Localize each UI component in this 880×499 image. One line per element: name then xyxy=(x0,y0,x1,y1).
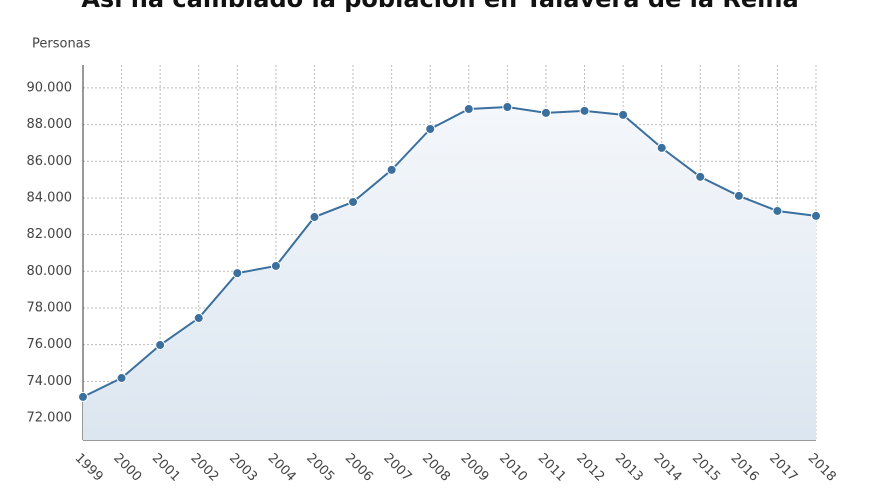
x-tick-label: 2010 xyxy=(496,451,530,485)
y-tick-label: 74.000 xyxy=(27,374,73,389)
point xyxy=(811,210,821,221)
point xyxy=(116,373,127,384)
point xyxy=(463,104,474,115)
x-tick-label: 2000 xyxy=(110,451,144,485)
point xyxy=(386,164,397,175)
x-tick-label: 2014 xyxy=(650,451,684,485)
y-tick-label: 80.000 xyxy=(27,264,73,279)
point xyxy=(772,205,783,216)
chart-title: Así ha cambiado la población en Talavera… xyxy=(81,0,798,13)
y-tick-label: 86.000 xyxy=(27,154,73,169)
point xyxy=(656,142,667,153)
y-tick-label: 78.000 xyxy=(27,300,73,315)
point xyxy=(232,268,243,279)
x-tick-label: 2006 xyxy=(342,451,376,485)
point xyxy=(502,101,513,112)
point xyxy=(618,109,629,120)
point xyxy=(540,107,551,118)
x-tick-label: 2011 xyxy=(535,451,569,485)
x-tick-label: 2008 xyxy=(419,451,453,485)
x-tick-label: 2018 xyxy=(805,451,839,485)
point xyxy=(309,212,320,223)
x-tick-label: 2017 xyxy=(766,451,800,485)
y-axis-label: Personas xyxy=(32,37,91,52)
x-tick-label: 2016 xyxy=(728,451,762,485)
x-tick-label: 2015 xyxy=(689,451,723,485)
x-tick-label: 1999 xyxy=(72,451,106,485)
point xyxy=(270,260,281,271)
point xyxy=(733,190,744,201)
y-tick-label: 72.000 xyxy=(27,410,73,425)
point xyxy=(695,171,706,182)
y-tick-label: 76.000 xyxy=(27,337,73,352)
x-tick-label: 2004 xyxy=(265,451,299,485)
point xyxy=(155,340,166,351)
line xyxy=(82,105,817,398)
point xyxy=(579,105,590,116)
y-tick-label: 82.000 xyxy=(27,227,73,242)
y-tick-label: 88.000 xyxy=(27,117,73,132)
area xyxy=(83,106,816,440)
x-tick-label: 2012 xyxy=(573,451,607,485)
point xyxy=(425,123,436,134)
x-tick-label: 2013 xyxy=(612,451,646,485)
point xyxy=(348,196,359,207)
x-tick-label: 2002 xyxy=(187,451,221,485)
x-tick-label: 2003 xyxy=(226,451,260,485)
x-tick-label: 2001 xyxy=(149,451,183,485)
x-tick-label: 2009 xyxy=(457,451,491,485)
x-tick-label: 2005 xyxy=(303,451,337,485)
y-tick-label: 84.000 xyxy=(27,190,73,205)
point xyxy=(193,313,204,324)
x-tick-label: 2007 xyxy=(380,451,414,485)
point xyxy=(78,391,88,402)
y-tick-label: 90.000 xyxy=(27,80,73,95)
